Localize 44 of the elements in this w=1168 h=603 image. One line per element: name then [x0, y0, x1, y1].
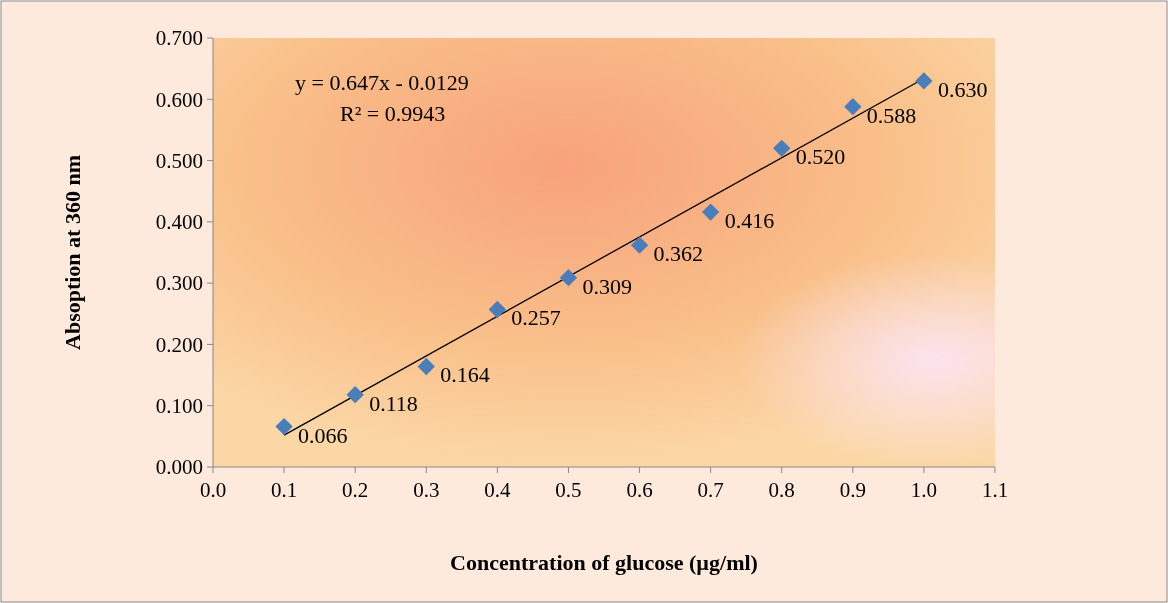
- point: [844, 97, 862, 116]
- point: [630, 236, 649, 254]
- data-label: 0.257: [511, 305, 561, 331]
- y-tick-label: 0.000: [155, 455, 203, 480]
- point: [488, 300, 507, 319]
- y-tick-label: 0.100: [155, 394, 203, 419]
- point: [275, 417, 293, 436]
- y-tick-label: 0.500: [155, 148, 203, 173]
- annotation: R² = 0.9943: [340, 101, 446, 126]
- data-label: 0.520: [795, 144, 846, 170]
- point: [773, 139, 791, 157]
- y-tick-label: 0.700: [155, 26, 203, 51]
- data-label: 0.309: [582, 273, 632, 299]
- point: [915, 72, 933, 90]
- point: [417, 357, 435, 376]
- point: [559, 268, 578, 287]
- x-tick-label: 0.2: [342, 478, 369, 502]
- x-tick-label: 0.4: [484, 478, 511, 502]
- point: [346, 386, 364, 404]
- data-label: 0.066: [298, 422, 348, 448]
- data-label: 0.416: [724, 208, 775, 234]
- data-label: 0.588: [866, 102, 917, 128]
- y-tick-label: 0.200: [155, 332, 203, 357]
- y-tick-label: 0.300: [155, 271, 203, 296]
- x-tick-label: 0.6: [626, 478, 653, 502]
- data-label: 0.362: [653, 241, 704, 267]
- data-label: 0.164: [440, 362, 490, 388]
- y-axis-title: Absoption at 360 nm: [60, 155, 85, 350]
- data-label: 0.630: [937, 76, 988, 102]
- x-tick-label: 0.3: [413, 478, 440, 502]
- x-tick-label: 1.0: [910, 478, 938, 502]
- x-tick-label: 0.0: [199, 478, 227, 502]
- x-axis-title: Concentration of glucose (µg/ml): [450, 550, 758, 575]
- y-tick-label: 0.400: [155, 210, 203, 235]
- x-tick-label: 0.9: [839, 478, 866, 502]
- x-tick-label: 1.1: [981, 478, 1009, 502]
- x-tick-label: 0.8: [768, 478, 795, 502]
- x-tick-label: 0.5: [555, 478, 582, 502]
- data-label: 0.118: [369, 390, 418, 416]
- x-tick-label: 0.7: [697, 478, 724, 502]
- x-tick-label: 0.1: [270, 478, 298, 502]
- annotation: y = 0.647x - 0.0129: [295, 70, 469, 95]
- point: [701, 203, 720, 221]
- y-tick-label: 0.600: [155, 87, 203, 112]
